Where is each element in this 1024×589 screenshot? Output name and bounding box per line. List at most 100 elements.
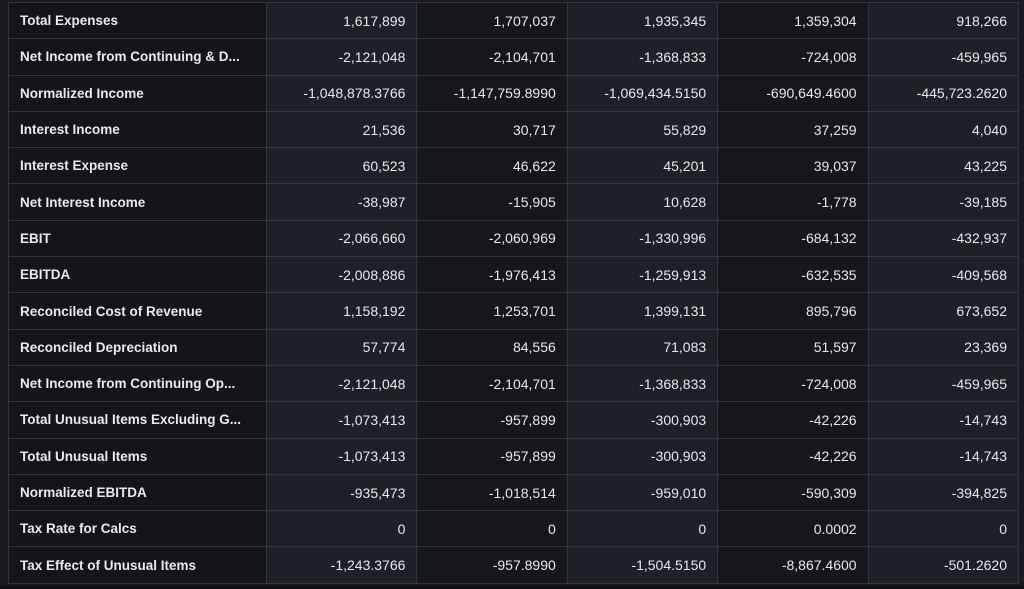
table-cell: -957,899 [416,401,568,439]
table-cell: -1,330,996 [566,219,719,258]
table-cell: -2,104,701 [416,364,568,403]
table-row: Reconciled Depreciation 57,774 84,556 71,08… [8,328,1020,366]
row-label: Reconciled Depreciation [8,328,267,366]
table-cell: -2,066,660 [265,219,418,258]
table-cell: 0.0002 [717,510,869,548]
row-label: Reconciled Cost of Revenue [8,292,267,330]
table-cell: -935,473 [265,473,418,512]
row-label: Tax Effect of Unusual Items [8,546,267,584]
table-cell: -394,825 [867,473,1020,512]
table-cell: -1,259,913 [566,256,719,294]
row-label: Interest Expense [8,147,267,185]
table-cell: 0 [867,510,1020,548]
table-cell: 51,597 [717,328,869,366]
table-cell: 37,259 [717,110,869,149]
table-cell: 46,622 [416,147,568,185]
table-cell: -501.2620 [867,546,1020,584]
table-cell: -1,048,878.3766 [265,74,418,112]
table-cell: 0 [416,510,568,548]
table-row: Total Unusual Items Excluding G... -1,073… [8,401,1020,439]
table-body: Total Expenses 1,617,899 1,707,037 1,935,34… [8,1,1020,584]
table-cell: 1,617,899 [265,1,418,40]
table-cell: -1,368,833 [566,364,719,403]
row-label: Net Income from Continuing & D... [8,38,267,76]
table-cell: -15,905 [416,183,568,221]
table-cell: -1,018,514 [416,473,568,512]
table-cell: 895,796 [717,292,869,330]
table-row: Tax Rate for Calcs 0 0 0 0.0002 0 [8,510,1020,548]
table-cell: 1,935,345 [566,1,719,40]
table-cell: -8,867.4600 [717,546,869,584]
table-row: EBITDA -2,008,886 -1,976,413 -1,259,913 -632… [8,256,1020,294]
table-cell: -690,649.4600 [717,74,869,112]
table-cell: -2,104,701 [416,38,568,76]
row-label: Net Income from Continuing Op... [8,364,267,403]
table-cell: 84,556 [416,328,568,366]
table-cell: 57,774 [265,328,418,366]
table-row: Interest Income 21,536 30,717 55,829 37,259 4… [8,110,1020,149]
table-cell: -39,185 [867,183,1020,221]
table-cell: -459,965 [867,364,1020,403]
table-cell: 10,628 [566,183,719,221]
row-label: Tax Rate for Calcs [8,510,267,548]
table-cell: -1,368,833 [566,38,719,76]
table-cell: -684,132 [717,219,869,258]
table-cell: -409,568 [867,256,1020,294]
table-row: Tax Effect of Unusual Items -1,243.3766 -9… [8,546,1020,584]
table-cell: 0 [265,510,418,548]
table-cell: -2,008,886 [265,256,418,294]
table-cell: 1,359,304 [717,1,869,40]
table-cell: 1,253,701 [416,292,568,330]
table-row: Normalized Income -1,048,878.3766 -1,147,7… [8,74,1020,112]
table-cell: 55,829 [566,110,719,149]
table-cell: -2,060,969 [416,219,568,258]
table-cell: 71,083 [566,328,719,366]
table-cell: 673,652 [867,292,1020,330]
row-label: Total Unusual Items Excluding G... [8,401,267,439]
table-cell: -300,903 [566,401,719,439]
row-label: Interest Income [8,110,267,149]
table-cell: -300,903 [566,437,719,475]
table-cell: -1,147,759.8990 [416,74,568,112]
table-cell: -1,069,434.5150 [566,74,719,112]
table-cell: 39,037 [717,147,869,185]
table-row: Net Income from Continuing Op... -2,121,0… [8,364,1020,403]
table-cell: 21,536 [265,110,418,149]
table-cell: 1,158,192 [265,292,418,330]
table-cell: -42,226 [717,401,869,439]
row-label: EBIT [8,219,267,258]
table-cell: 43,225 [867,147,1020,185]
table-cell: -1,073,413 [265,401,418,439]
table-row: Total Unusual Items -1,073,413 -957,899 -30… [8,437,1020,475]
financial-data-table: Total Expenses 1,617,899 1,707,037 1,935,34… [8,1,1020,584]
table-cell: -432,937 [867,219,1020,258]
table-cell: -14,743 [867,437,1020,475]
table-cell: -445,723.2620 [867,74,1020,112]
bottom-edge [0,585,1024,589]
table-cell: 1,399,131 [566,292,719,330]
table-cell: -724,008 [717,364,869,403]
table-cell: -459,965 [867,38,1020,76]
table-cell: 23,369 [867,328,1020,366]
table-cell: 1,707,037 [416,1,568,40]
table-cell: -1,073,413 [265,437,418,475]
table-row: EBIT -2,066,660 -2,060,969 -1,330,996 -684,1… [8,219,1020,258]
table-cell: -38,987 [265,183,418,221]
table-cell: -724,008 [717,38,869,76]
table-cell: 918,266 [867,1,1020,40]
row-label: EBITDA [8,256,267,294]
row-label: Total Expenses [8,1,267,40]
table-row: Normalized EBITDA -935,473 -1,018,514 -959,… [8,473,1020,512]
table-cell: 4,040 [867,110,1020,149]
table-row: Total Expenses 1,617,899 1,707,037 1,935,34… [8,1,1020,40]
table-row: Interest Expense 60,523 46,622 45,201 39,037… [8,147,1020,185]
table-cell: -14,743 [867,401,1020,439]
table-cell: -590,309 [717,473,869,512]
table-cell: -632,535 [717,256,869,294]
table-cell: 60,523 [265,147,418,185]
table-cell: -1,504.5150 [566,546,719,584]
row-label: Normalized Income [8,74,267,112]
table-cell: -957.8990 [416,546,568,584]
table-cell: -2,121,048 [265,38,418,76]
table-row: Reconciled Cost of Revenue 1,158,192 1,253… [8,292,1020,330]
